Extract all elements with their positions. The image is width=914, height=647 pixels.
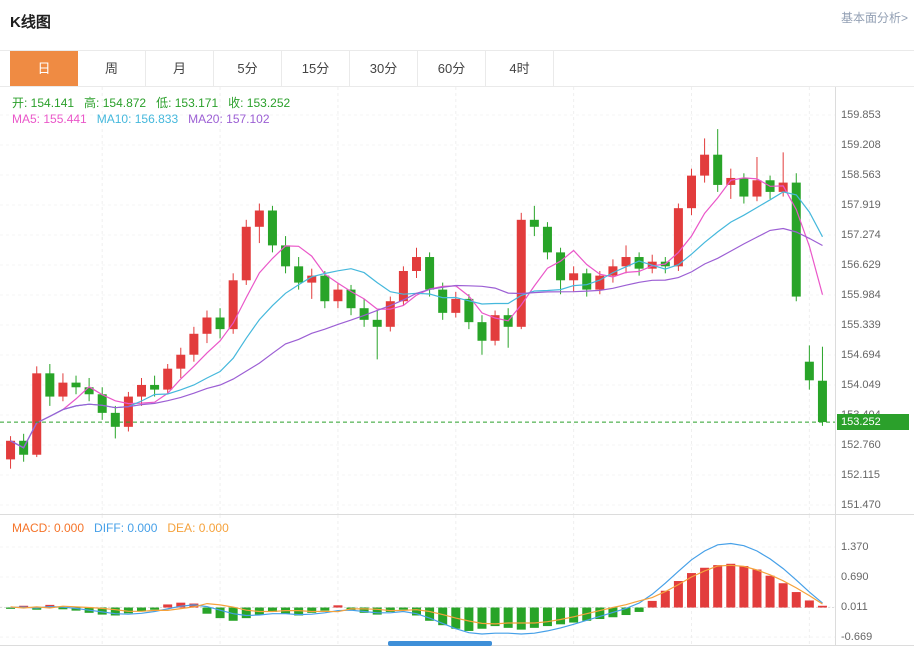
- price-axis-label: 156.629: [841, 258, 881, 271]
- ma5-value: MA5: 155.441: [12, 112, 87, 126]
- price-axis-label: 154.049: [841, 379, 881, 391]
- macd-axis-label: 1.370: [841, 540, 869, 553]
- scrollbar-thumb[interactable]: [388, 641, 492, 646]
- ohlc-high: 高: 154.872: [84, 96, 147, 110]
- macd-chart[interactable]: [0, 515, 835, 645]
- dea-value: DEA: 0.000: [167, 521, 229, 535]
- price-axis-label: 151.470: [841, 498, 881, 511]
- tab-5min[interactable]: 5分: [214, 51, 282, 86]
- ohlc-low: 低: 153.171: [156, 96, 219, 110]
- price-axis-label: 154.694: [841, 348, 881, 361]
- tab-month[interactable]: 月: [146, 51, 214, 86]
- diff-value: DIFF: 0.000: [94, 521, 158, 535]
- ohlc-close: 收: 153.252: [228, 96, 291, 110]
- macd-axis-label: -0.669: [841, 631, 873, 644]
- tab-week[interactable]: 周: [78, 51, 146, 86]
- price-axis-label: 159.853: [841, 109, 881, 121]
- macd-axis-label: 0.011: [841, 601, 868, 614]
- tab-15min[interactable]: 15分: [282, 51, 350, 86]
- price-axis: 159.853 159.208 158.563 157.919 157.274 156.6…: [836, 87, 914, 515]
- price-panel: 开: 154.141 高: 154.872 低: 153.171 收: 153.252…: [0, 87, 836, 515]
- ma-legend: MA5: 155.441 MA10: 156.833 MA20: 157.102: [12, 112, 280, 126]
- macd-legend: MACD: 0.000 DIFF: 0.000 DEA: 0.000: [12, 521, 239, 535]
- current-price-tag: 153.252: [837, 414, 909, 431]
- price-axis-label: 157.919: [841, 198, 881, 211]
- tab-4hour[interactable]: 4时: [486, 51, 554, 86]
- price-axis-label: 159.208: [841, 139, 881, 151]
- ma20-value: MA20: 157.102: [188, 112, 270, 126]
- price-axis-label: 158.563: [841, 169, 881, 181]
- interval-tabs: 日周月 5分 15分 30分 60分 4时: [0, 50, 914, 87]
- price-axis-label: 155.984: [841, 288, 881, 301]
- macd-value: MACD: 0.000: [12, 521, 85, 535]
- macd-axis: 1.370 0.690 0.011 -0.669: [836, 515, 914, 646]
- chart-area: 开: 154.141 高: 154.872 低: 153.171 收: 153.252…: [0, 87, 914, 647]
- ohlc-open: 开: 154.141: [12, 96, 75, 110]
- macd-panel: MACD: 0.000 DIFF: 0.000 DEA: 0.000: [0, 515, 836, 646]
- price-axis-label: 157.274: [841, 228, 881, 241]
- price-axis-label: 152.760: [841, 438, 881, 451]
- candlestick-chart[interactable]: [0, 87, 835, 514]
- ohlc-legend: 开: 154.141 高: 154.872 低: 153.171 收: 153.252: [12, 94, 300, 111]
- ma10-value: MA10: 156.833: [96, 112, 179, 126]
- page-title: K线图: [10, 14, 51, 31]
- macd-axis-label: 0.690: [841, 571, 869, 584]
- tab-day[interactable]: 日: [10, 51, 78, 86]
- price-axis-label: 155.339: [841, 318, 881, 331]
- tab-30min[interactable]: 30分: [350, 51, 418, 86]
- price-axis-label: 152.115: [841, 468, 880, 481]
- fundamental-analysis-link[interactable]: 基本面分析>: [840, 11, 908, 25]
- tab-60min[interactable]: 60分: [418, 51, 486, 86]
